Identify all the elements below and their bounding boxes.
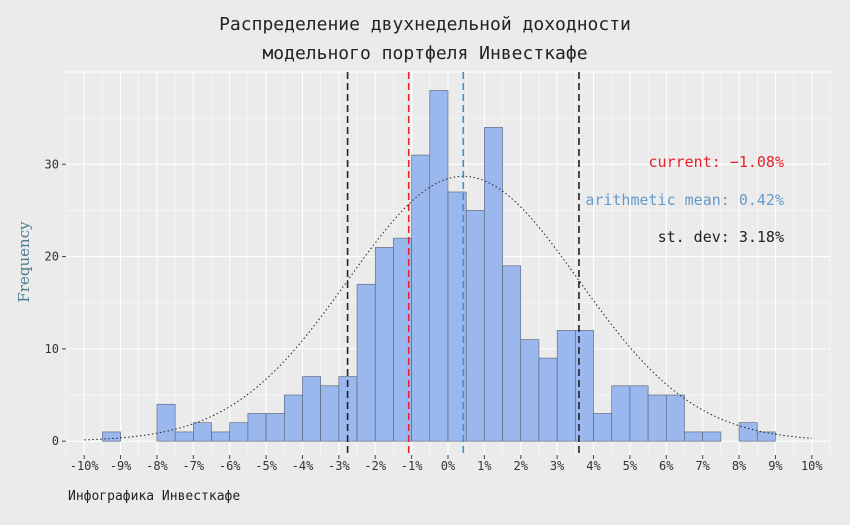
x-tick-label: 2% [514, 459, 529, 473]
normal-curve [84, 175, 812, 441]
histogram-bar [102, 431, 121, 442]
x-tick-label: -5% [255, 459, 277, 473]
x-tick-label: 5% [623, 459, 638, 473]
chart-title-line1: Распределение двухнедельной доходности [219, 14, 631, 35]
histogram-bar [156, 403, 176, 442]
y-axis-label: Frequency [15, 221, 33, 303]
normal-density-curve [84, 175, 812, 441]
y-tick-label: 30 [45, 157, 59, 171]
x-tick-label: -2% [364, 459, 386, 473]
histogram-bar [629, 385, 649, 442]
annotation-label: current: −1.08% [649, 153, 784, 171]
x-tick-label: 10% [801, 459, 823, 473]
x-axis: -10% -9% -8% -7% -6% -5% -4% -3% -2% -1% 0% 1% 2% 3% 4… [70, 455, 823, 473]
histogram-bar [665, 394, 685, 442]
x-tick-label: -8% [146, 459, 168, 473]
histogram-bar [193, 422, 212, 442]
x-tick-label: 8% [732, 459, 747, 473]
histogram-bar [302, 376, 321, 442]
x-tick-label: 7% [695, 459, 710, 473]
histogram-bar [465, 210, 485, 442]
histogram-bar [756, 431, 776, 442]
histogram-bar [174, 431, 194, 442]
histogram-bar [556, 330, 576, 442]
x-tick-label: -6% [219, 459, 241, 473]
caption: Инфографика Инвесткафе [68, 489, 241, 504]
x-tick-label: -3% [328, 459, 350, 473]
histogram-bar [411, 154, 431, 442]
histogram-bar [647, 394, 667, 442]
annotation-label: arithmetic mean: 0.42% [585, 191, 784, 209]
annotations: current: −1.08% arithmetic mean: 0.42% st.… [585, 153, 784, 246]
histogram-bar [575, 330, 594, 442]
x-tick-label: 1% [477, 459, 492, 473]
x-tick-label: -1% [401, 459, 423, 473]
y-axis: 0 10 20 30 [45, 157, 66, 448]
histogram-bar [593, 413, 613, 442]
reference-lines [346, 72, 580, 455]
histogram-bar [247, 413, 267, 442]
histogram-bars [102, 90, 776, 442]
histogram-bar [611, 385, 631, 442]
histogram-bar [538, 357, 558, 442]
histogram-bar [520, 339, 540, 442]
x-tick-label: 6% [659, 459, 674, 473]
histogram-bar [484, 127, 503, 442]
histogram-bar [320, 385, 340, 442]
annotation-label: st. dev: 3.18% [658, 228, 784, 246]
histogram-bar [211, 431, 231, 442]
x-tick-label: -4% [292, 459, 314, 473]
x-tick-label: -10% [70, 459, 100, 473]
y-tick-label: 0 [52, 434, 59, 448]
x-tick-label: -7% [182, 459, 204, 473]
histogram-bar [229, 422, 249, 442]
x-tick-label: -9% [110, 459, 132, 473]
histogram-bar [374, 247, 394, 442]
chart-title-line2: модельного портфеля Инвесткафе [262, 43, 588, 64]
y-tick-label: 10 [45, 342, 59, 356]
histogram-bar [502, 265, 522, 442]
y-tick-label: 20 [45, 250, 59, 264]
histogram-bar [356, 283, 376, 442]
x-tick-label: 9% [768, 459, 783, 473]
x-tick-label: 0% [441, 459, 456, 473]
histogram-bar [429, 90, 449, 442]
histogram-bar [684, 431, 703, 442]
histogram-bar [738, 422, 758, 442]
x-tick-label: 4% [586, 459, 601, 473]
histogram-bar [283, 394, 303, 442]
histogram-bar [265, 413, 285, 442]
histogram-bar [702, 431, 722, 442]
x-tick-label: 3% [550, 459, 565, 473]
